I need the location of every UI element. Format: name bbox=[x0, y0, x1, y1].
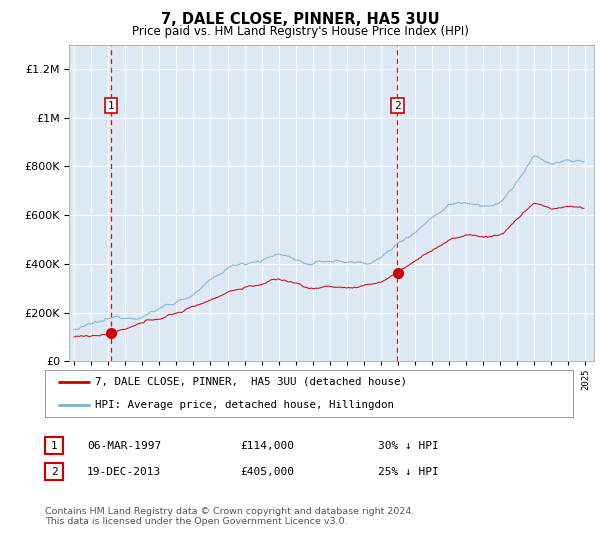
Text: 19-DEC-2013: 19-DEC-2013 bbox=[87, 466, 161, 477]
Text: Contains HM Land Registry data © Crown copyright and database right 2024.
This d: Contains HM Land Registry data © Crown c… bbox=[45, 507, 415, 526]
Text: Price paid vs. HM Land Registry's House Price Index (HPI): Price paid vs. HM Land Registry's House … bbox=[131, 25, 469, 38]
Text: 30% ↓ HPI: 30% ↓ HPI bbox=[378, 441, 439, 451]
Text: 2: 2 bbox=[394, 101, 401, 111]
Text: 06-MAR-1997: 06-MAR-1997 bbox=[87, 441, 161, 451]
Text: 2: 2 bbox=[50, 466, 58, 477]
Text: 7, DALE CLOSE, PINNER,  HA5 3UU (detached house): 7, DALE CLOSE, PINNER, HA5 3UU (detached… bbox=[95, 377, 407, 387]
Text: 7, DALE CLOSE, PINNER, HA5 3UU: 7, DALE CLOSE, PINNER, HA5 3UU bbox=[161, 12, 439, 27]
Text: HPI: Average price, detached house, Hillingdon: HPI: Average price, detached house, Hill… bbox=[95, 400, 394, 410]
Text: £405,000: £405,000 bbox=[240, 466, 294, 477]
Text: £114,000: £114,000 bbox=[240, 441, 294, 451]
Text: 1: 1 bbox=[50, 441, 58, 451]
Text: 1: 1 bbox=[108, 101, 115, 111]
Text: 25% ↓ HPI: 25% ↓ HPI bbox=[378, 466, 439, 477]
